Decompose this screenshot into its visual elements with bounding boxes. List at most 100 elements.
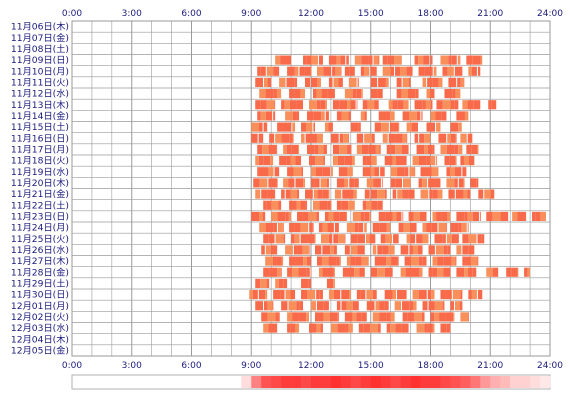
activity-bar — [440, 290, 446, 300]
activity-bar — [306, 256, 311, 266]
activity-bar — [342, 267, 351, 277]
activity-bar — [314, 178, 320, 188]
activity-bar — [316, 100, 321, 110]
activity-bar — [370, 323, 378, 333]
activity-bar — [342, 167, 348, 177]
activity-bar — [358, 323, 364, 333]
activity-bar — [476, 178, 479, 188]
activity-bar — [316, 211, 319, 221]
activity-bar — [396, 211, 402, 221]
activity-bar — [406, 122, 412, 132]
activity-bar — [394, 301, 402, 311]
activity-bar — [263, 200, 267, 210]
activity-bar — [395, 66, 401, 76]
activity-bar — [333, 211, 340, 221]
activity-bar — [322, 223, 328, 233]
activity-bar — [393, 122, 399, 132]
activity-bar — [259, 223, 266, 233]
activity-bar — [313, 189, 318, 199]
activity-bar — [452, 89, 456, 99]
activity-bar — [333, 234, 339, 244]
activity-bar — [453, 312, 455, 322]
activity-bar — [378, 211, 386, 221]
activity-bar — [436, 100, 443, 110]
activity-bar — [339, 144, 348, 154]
activity-bar — [290, 189, 298, 199]
activity-bar — [377, 89, 383, 99]
activity-bar — [455, 133, 457, 143]
activity-bar — [324, 211, 329, 221]
activity-bar — [416, 234, 423, 244]
activity-bar — [292, 267, 299, 277]
density-cell — [241, 376, 252, 388]
activity-bar — [437, 256, 444, 266]
activity-bar — [419, 133, 425, 143]
activity-bar — [267, 77, 272, 87]
activity-bar — [390, 178, 396, 188]
row-label: 11月19日(水) — [11, 166, 69, 178]
activity-bar — [268, 167, 274, 177]
activity-bar — [401, 144, 409, 154]
activity-bar — [462, 234, 469, 244]
activity-bar — [309, 156, 316, 166]
activity-bar — [339, 256, 341, 266]
activity-bar — [344, 66, 350, 76]
activity-bar — [356, 100, 358, 110]
activity-bar — [448, 189, 455, 199]
activity-bar — [385, 77, 389, 87]
activity-bar — [373, 178, 381, 188]
activity-bar — [384, 189, 387, 199]
activity-bar — [305, 189, 313, 199]
activity-bar — [270, 156, 274, 166]
activity-bar — [379, 144, 381, 154]
activity-bar — [295, 178, 304, 188]
activity-bar — [442, 100, 451, 110]
row-label: 12月03日(水) — [11, 322, 69, 334]
activity-bar — [409, 223, 417, 233]
activity-bar — [274, 323, 278, 333]
activity-bar — [289, 223, 295, 233]
activity-bar — [366, 156, 372, 166]
activity-bar — [463, 189, 468, 199]
activity-bar — [478, 189, 484, 199]
density-cell — [500, 376, 511, 388]
activity-bar — [386, 111, 391, 121]
activity-bar — [282, 223, 284, 233]
activity-bar — [540, 211, 547, 221]
activity-bar — [272, 301, 274, 311]
activity-bar — [308, 245, 310, 255]
activity-bar — [444, 156, 450, 166]
x-tick-label-top: 21:00 — [477, 9, 503, 19]
activity-bar — [274, 167, 280, 177]
activity-bar — [352, 89, 357, 99]
activity-bar — [488, 100, 492, 110]
activity-bar — [382, 245, 389, 255]
activity-bar — [392, 189, 397, 199]
activity-bar — [429, 189, 433, 199]
activity-bar — [382, 133, 388, 143]
activity-bar — [285, 189, 291, 199]
activity-bar — [361, 312, 367, 322]
activity-bar — [275, 55, 281, 65]
activity-bar — [428, 245, 435, 255]
activity-bar — [424, 133, 431, 143]
activity-bar — [456, 211, 465, 221]
activity-bar — [424, 66, 433, 76]
activity-bar — [336, 301, 341, 311]
activity-bar — [455, 256, 457, 266]
activity-bar — [255, 77, 264, 87]
activity-bar — [305, 200, 308, 210]
activity-bar — [420, 167, 426, 177]
activity-bar — [378, 111, 387, 121]
activity-bar — [265, 89, 274, 99]
activity-bar — [290, 156, 296, 166]
activity-bar — [377, 267, 385, 277]
activity-bar — [365, 234, 370, 244]
x-tick-label-bottom: 24:00 — [537, 361, 563, 371]
activity-bar — [386, 223, 391, 233]
activity-bar — [354, 55, 362, 65]
activity-bar — [446, 144, 455, 154]
activity-bar — [275, 312, 279, 322]
activity-bar — [468, 312, 469, 322]
activity-bar — [327, 89, 335, 99]
